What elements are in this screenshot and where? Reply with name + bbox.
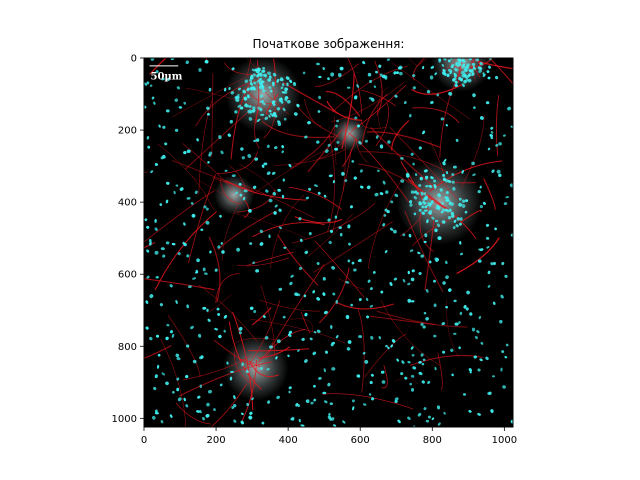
x-tick-label: 200 (207, 435, 226, 446)
cyan-nuclei (144, 58, 513, 427)
scale-bar-label: 50µm (150, 72, 182, 83)
y-axis: 0 200 400 600 800 1000 (112, 54, 144, 425)
y-tick-label: 200 (118, 126, 137, 137)
red-fibers (144, 58, 513, 427)
y-tick-label: 0 (131, 54, 137, 65)
microscopy-image: 50µm (144, 58, 513, 427)
y-tick-label: 800 (118, 342, 137, 353)
x-tick-label: 400 (279, 435, 298, 446)
chart-title: Початкове зображення: (253, 37, 405, 51)
y-tick-label: 600 (118, 270, 137, 281)
axes-frame (143, 57, 514, 428)
x-tick-label: 1000 (492, 435, 517, 446)
x-tick-label: 600 (351, 435, 370, 446)
y-tick-label: 400 (118, 198, 137, 209)
y-tick-label: 1000 (112, 414, 137, 425)
scale-bar: 50µm (149, 65, 183, 83)
x-tick-label: 800 (423, 435, 442, 446)
x-tick-label: 0 (141, 435, 147, 446)
x-axis: 0 200 400 600 800 1000 (141, 427, 517, 446)
